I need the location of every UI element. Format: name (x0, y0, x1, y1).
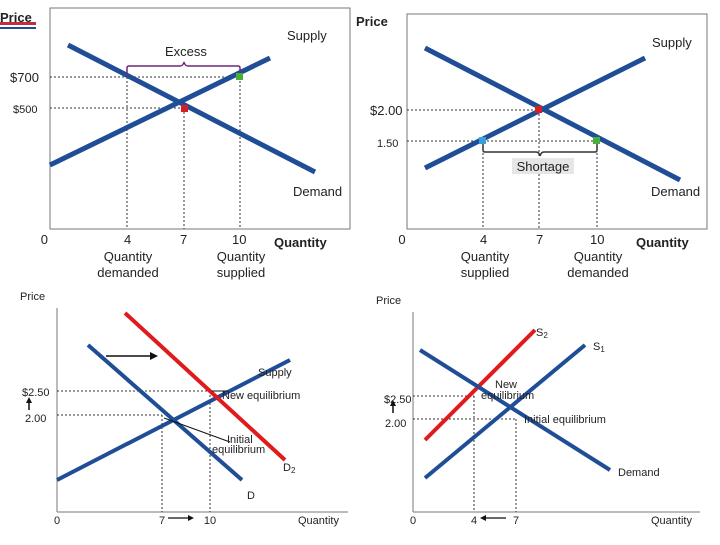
price-250-tick: $2.50 (384, 394, 412, 406)
supply-curve-original (423, 343, 587, 480)
panel-price-ceiling: Price Supply Demand Shortage $2.00 1.50 … (356, 13, 708, 280)
x-tick-4: 4 (471, 515, 477, 527)
axes-frame (406, 13, 708, 230)
new-equilibrium-label: New equilibrium (222, 390, 300, 402)
s2-label: S2 (536, 327, 548, 340)
x-tick-7: 7 (159, 515, 165, 527)
accent-bar-red (0, 22, 36, 25)
equilibrium-point (181, 105, 188, 112)
excess-label: Excess (165, 44, 207, 59)
qd-label-line1: Quantity (104, 249, 153, 264)
initial-equilibrium-line2: equilibrium (212, 444, 265, 456)
quantity-supplied-point (236, 73, 243, 80)
axes-frame (49, 7, 351, 230)
quantity-demanded-point (593, 137, 600, 144)
supply-curve-shifted (423, 328, 537, 442)
qty-left-arrow-head (480, 515, 486, 521)
demand-curve (423, 45, 682, 183)
price-700-tick: $700 (10, 70, 39, 85)
demand-label: Demand (293, 184, 342, 199)
qs-label-line2: supplied (461, 265, 509, 280)
d2-label: D2 (283, 462, 296, 475)
price-up-arrow-head (390, 400, 396, 406)
s1-label: S1 (593, 341, 605, 354)
price-200-tick: 2.00 (25, 413, 46, 425)
x-tick-7: 7 (180, 232, 187, 247)
shift-arrow-head (150, 352, 158, 360)
new-equilibrium-line1: New (495, 379, 517, 391)
demand-curve (418, 348, 612, 472)
price-200-tick: 2.00 (385, 418, 406, 430)
excess-brace (126, 61, 241, 75)
demand-label: Demand (618, 467, 660, 479)
initial-equilibrium-line1: Initial (227, 434, 253, 446)
price-up-arrow-head (26, 397, 32, 403)
y-axis-label: Price (376, 295, 401, 307)
supply-label: Supply (258, 367, 292, 379)
shortage-brace (482, 143, 598, 157)
y-axis-label: Price (20, 291, 45, 303)
x-tick-10: 10 (232, 232, 246, 247)
new-equilibrium-line2: equilibrium (481, 390, 534, 402)
equilibrium-point (535, 106, 542, 113)
qty-right-arrow-head (188, 515, 194, 521)
price-500-tick: $500 (13, 104, 37, 116)
panel-demand-increase: Price Supply New equilibrium Initial equ… (20, 291, 348, 527)
shortage-box (512, 158, 574, 174)
price-250-tick: $2.50 (22, 387, 50, 399)
demand-label: Demand (651, 184, 700, 199)
qd-label-line1: Quantity (574, 249, 623, 264)
supply-curve (48, 55, 272, 168)
qs-label-line1: Quantity (461, 249, 510, 264)
qs-label-line1: Quantity (217, 249, 266, 264)
y-axis-label: Price (0, 10, 32, 25)
x-tick-0: 0 (398, 232, 405, 247)
x-tick-4: 4 (480, 232, 487, 247)
initial-equilibrium-label: Initial equilibrium (524, 414, 606, 426)
corner-accent (0, 22, 36, 29)
x-tick-7: 7 (513, 515, 519, 527)
x-tick-0: 0 (54, 515, 60, 527)
accent-bar-blue (0, 27, 36, 29)
panel-price-floor: Price Supply Excess Demand $700 $500 0 4… (0, 7, 351, 280)
x-tick-10: 10 (590, 232, 604, 247)
x-axis-label: Quantity (636, 235, 689, 250)
panel-supply-decrease: Price S2 S1 New equilibrium Initial equi… (376, 295, 700, 527)
price-150-tick: 1.50 (377, 138, 398, 150)
x-tick-10: 10 (204, 515, 216, 527)
supply-label: Supply (652, 35, 692, 50)
demand-curve-shifted (123, 311, 287, 462)
demand-curve-original (86, 343, 244, 482)
d-label: D (247, 490, 255, 502)
x-tick-0: 0 (410, 515, 416, 527)
shortage-label: Shortage (517, 159, 570, 174)
quantity-supplied-point (479, 137, 486, 144)
x-tick-0: 0 (41, 232, 48, 247)
price-200-tick: $2.00 (370, 103, 403, 118)
y-axis-label: Price (356, 14, 388, 29)
demand-curve (66, 42, 317, 175)
init-eq-pointer (163, 417, 231, 443)
x-tick-7: 7 (536, 232, 543, 247)
qd-label-line2: demanded (97, 265, 158, 280)
x-axis-label: Quantity (651, 515, 692, 527)
qd-label-line2: demanded (567, 265, 628, 280)
x-axis-label: Quantity (274, 235, 327, 250)
x-tick-4: 4 (124, 232, 131, 247)
x-axis-label: Quantity (298, 515, 339, 527)
qs-label-line2: supplied (217, 265, 265, 280)
supply-label: Supply (287, 28, 327, 43)
